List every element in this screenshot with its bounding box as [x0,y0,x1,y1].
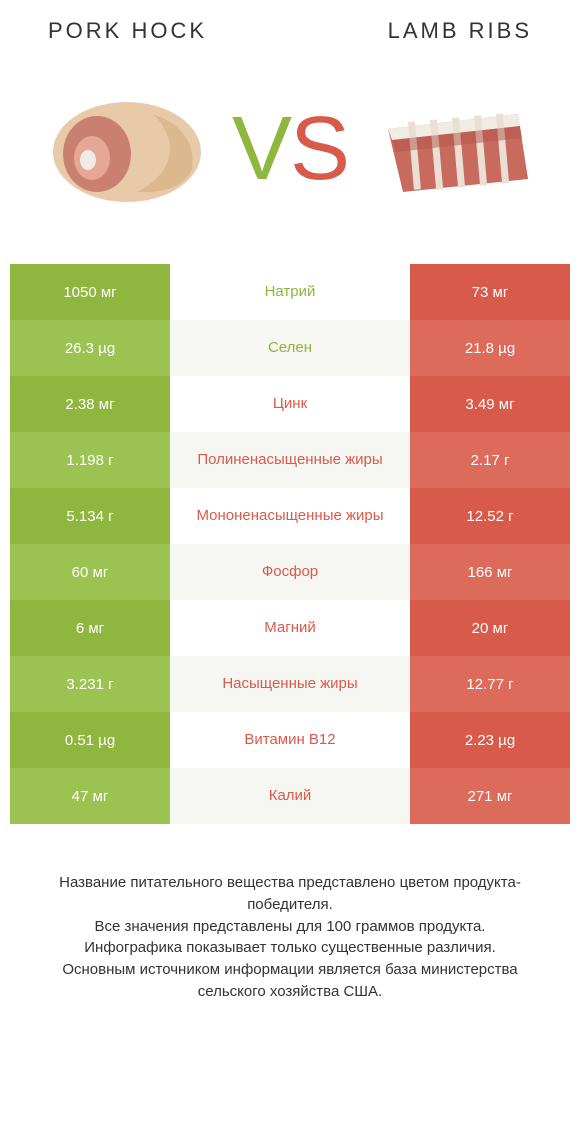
nutrient-value-left: 0.51 µg [10,712,170,768]
nutrient-table: 1050 мгНатрий73 мг26.3 µgСелен21.8 µg2.3… [10,264,570,824]
nutrient-value-right: 20 мг [410,600,570,656]
nutrient-name: Витамин B12 [170,712,410,768]
nutrient-value-right: 166 мг [410,544,570,600]
nutrient-value-left: 3.231 г [10,656,170,712]
table-row: 3.231 гНасыщенные жиры12.77 г [10,656,570,712]
nutrient-value-right: 2.17 г [410,432,570,488]
vs-v: V [232,99,290,199]
nutrient-name: Селен [170,320,410,376]
footnote-line: Все значения представлены для 100 граммо… [30,916,550,938]
nutrient-value-right: 12.52 г [410,488,570,544]
nutrient-value-right: 3.49 мг [410,376,570,432]
nutrient-name: Магний [170,600,410,656]
table-row: 0.51 µgВитамин B122.23 µg [10,712,570,768]
nutrient-value-right: 271 мг [410,768,570,824]
nutrient-value-right: 2.23 µg [410,712,570,768]
nutrient-value-left: 60 мг [10,544,170,600]
footnote: Название питательного вещества представл… [0,824,580,1003]
table-row: 1050 мгНатрий73 мг [10,264,570,320]
hero-row: VS [0,44,580,264]
vs-label: VS [232,104,348,194]
table-row: 2.38 мгЦинк3.49 мг [10,376,570,432]
table-row: 47 мгКалий271 мг [10,768,570,824]
table-row: 5.134 гМононенасыщенные жиры12.52 г [10,488,570,544]
nutrient-name: Калий [170,768,410,824]
vs-s: S [290,99,348,199]
nutrient-name: Насыщенные жиры [170,656,410,712]
nutrient-value-left: 1050 мг [10,264,170,320]
table-row: 26.3 µgСелен21.8 µg [10,320,570,376]
nutrient-name: Фосфор [170,544,410,600]
nutrient-value-left: 47 мг [10,768,170,824]
nutrient-value-left: 26.3 µg [10,320,170,376]
nutrient-value-right: 73 мг [410,264,570,320]
nutrient-value-left: 5.134 г [10,488,170,544]
nutrient-value-left: 6 мг [10,600,170,656]
footnote-line: Название питательного вещества представл… [30,872,550,916]
table-row: 60 мгФосфор166 мг [10,544,570,600]
nutrient-name: Натрий [170,264,410,320]
left-food-title: PORK HOCK [48,18,207,44]
footnote-line: Инфографика показывает только существенн… [30,937,550,959]
table-row: 6 мгМагний20 мг [10,600,570,656]
nutrient-value-right: 12.77 г [410,656,570,712]
table-row: 1.198 гПолиненасыщенные жиры2.17 г [10,432,570,488]
pork-hock-illustration [42,74,212,224]
nutrient-name: Полиненасыщенные жиры [170,432,410,488]
lamb-ribs-illustration [368,74,538,224]
nutrient-value-left: 1.198 г [10,432,170,488]
footnote-line: Основным источником информации является … [30,959,550,1003]
nutrient-name: Цинк [170,376,410,432]
nutrient-value-right: 21.8 µg [410,320,570,376]
nutrient-name: Мононенасыщенные жиры [170,488,410,544]
nutrient-value-left: 2.38 мг [10,376,170,432]
comparison-header: PORK HOCK LAMB RIBS [0,0,580,44]
right-food-title: LAMB RIBS [388,18,532,44]
